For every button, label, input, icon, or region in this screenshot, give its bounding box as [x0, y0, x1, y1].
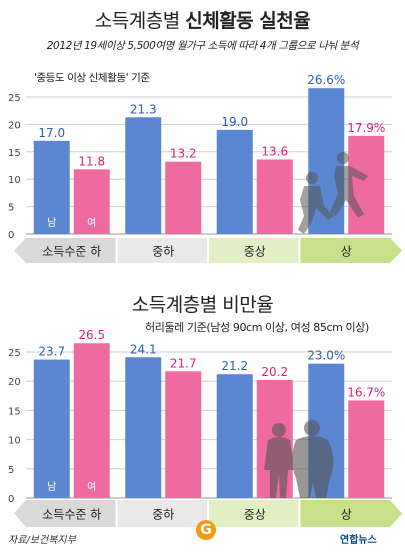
chart1-band-arrow-left — [14, 238, 26, 263]
chart1-series-label: 남 — [47, 217, 56, 229]
chart1-bar-female — [348, 135, 385, 234]
chart2-bar-male — [216, 374, 253, 498]
chart2-data-label: 23.0% — [307, 349, 345, 363]
chart1-band-arrow-right — [390, 238, 402, 263]
obese-people-silhouette-icon — [264, 420, 334, 498]
chart1-category-band — [300, 238, 390, 263]
chart2-category-label: 소득수준 하 — [42, 508, 101, 522]
chart1-subtitle: 2012년 19세이상 5,500여명 월가구 소득에 따라 4개 그룹으로 나… — [46, 40, 359, 52]
chart2-data-label: 23.7 — [38, 345, 65, 359]
chart1-category-label: 중상 — [244, 245, 266, 259]
chart2-series-label: 남 — [47, 481, 56, 493]
chart1-ytick: 20 — [8, 120, 21, 131]
chart2-title: 소득계층별 비만율 — [0, 290, 405, 317]
chart1-note: '중등도 이상 신체활동' 기준 — [34, 72, 150, 84]
chart2-bar-male — [33, 359, 70, 498]
chart2-data-label: 21.2 — [221, 359, 248, 373]
chart2-title-text: 소득계층별 비만율 — [131, 294, 274, 316]
chart2-category-label: 중하 — [152, 508, 174, 522]
chart1-data-label: 11.8 — [78, 154, 105, 168]
chart2-data-label: 26.5 — [78, 328, 105, 342]
chart1-category-band — [117, 238, 207, 263]
chart1-series-label: 여 — [87, 217, 96, 229]
chart1-ytick: 25 — [8, 93, 21, 104]
chart2-data-label: 24.1 — [130, 342, 157, 356]
chart2-category-band — [209, 500, 299, 527]
source-text: 자료/보건복지부 — [8, 535, 76, 546]
chart1-category-label: 중하 — [152, 245, 174, 259]
chart2-category-band — [300, 500, 390, 527]
chart2-category-label: 중상 — [244, 508, 266, 522]
chart2-ytick: 10 — [8, 436, 21, 447]
chart1-data-label: 13.6 — [261, 144, 288, 158]
yonhap-logo: 연합뉴스 — [340, 535, 377, 546]
chart1-bar-female — [256, 159, 293, 234]
chart1-bar-male — [216, 129, 253, 234]
chart1-category-band — [26, 238, 116, 263]
chart1-bar-female — [73, 169, 110, 234]
chart2-subtitle: 허리둘레 기준(남성 90cm 이상, 여성 85cm 이상) — [145, 321, 369, 334]
chart2-data-label: 20.2 — [261, 365, 288, 379]
chart1-ytick: 15 — [8, 148, 21, 159]
chart1-title-bold: 신체활동 실천율 — [185, 10, 311, 32]
chart1-data-label: 13.2 — [170, 147, 197, 161]
chart2-series-label: 여 — [87, 481, 96, 493]
chart2-band-arrow-left — [14, 500, 26, 527]
chart2-category-label: 상 — [341, 508, 352, 522]
chart1-category-label: 소득수준 하 — [42, 245, 101, 259]
chart2-ytick: 0 — [8, 494, 14, 505]
chart1-title: 소득계층별 신체활동 실천율 — [0, 6, 405, 33]
chart1-category-label: 상 — [341, 245, 352, 259]
chart2-bar-female — [73, 343, 110, 498]
chart2-category-band — [26, 500, 116, 527]
chart1-ytick: 0 — [8, 230, 14, 241]
chart2-bar-female — [165, 371, 202, 498]
chart2-bar-female — [348, 400, 385, 498]
chart1-title-plain: 소득계층별 — [94, 10, 180, 32]
chart1-ytick: 10 — [8, 175, 21, 186]
chart2-ytick: 20 — [8, 377, 21, 388]
chart1-data-label: 17.0 — [38, 126, 65, 140]
chart1-category-band — [209, 238, 299, 263]
runner-silhouette-icon — [298, 152, 368, 234]
chart2-data-label: 16.7% — [347, 385, 385, 399]
chart1-data-label: 26.6% — [307, 73, 345, 87]
g-logo-icon: G — [196, 520, 216, 540]
chart1-ytick: 5 — [8, 203, 14, 214]
chart2-bar-male — [125, 357, 162, 498]
chart2-category-band — [117, 500, 207, 527]
chart2-ytick: 5 — [8, 465, 14, 476]
chart2-ytick: 15 — [8, 406, 21, 417]
chart2-band-arrow-right — [390, 500, 402, 527]
chart1-svg: 0 5 10 15 20 25 소득수준 하 중하 중상 상 17.0 남 11.8 여 21.3 13.2 1… — [8, 73, 402, 263]
chart1-bar-male — [33, 140, 70, 234]
chart1-bar-female — [165, 161, 202, 234]
chart2-data-label: 21.7 — [170, 356, 197, 370]
chart1-data-label: 17.9% — [347, 121, 385, 135]
chart1-data-label: 19.0 — [221, 115, 248, 129]
chart1-bar-male — [125, 117, 162, 234]
chart2-ytick: 25 — [8, 348, 21, 359]
chart1-data-label: 21.3 — [130, 102, 157, 116]
